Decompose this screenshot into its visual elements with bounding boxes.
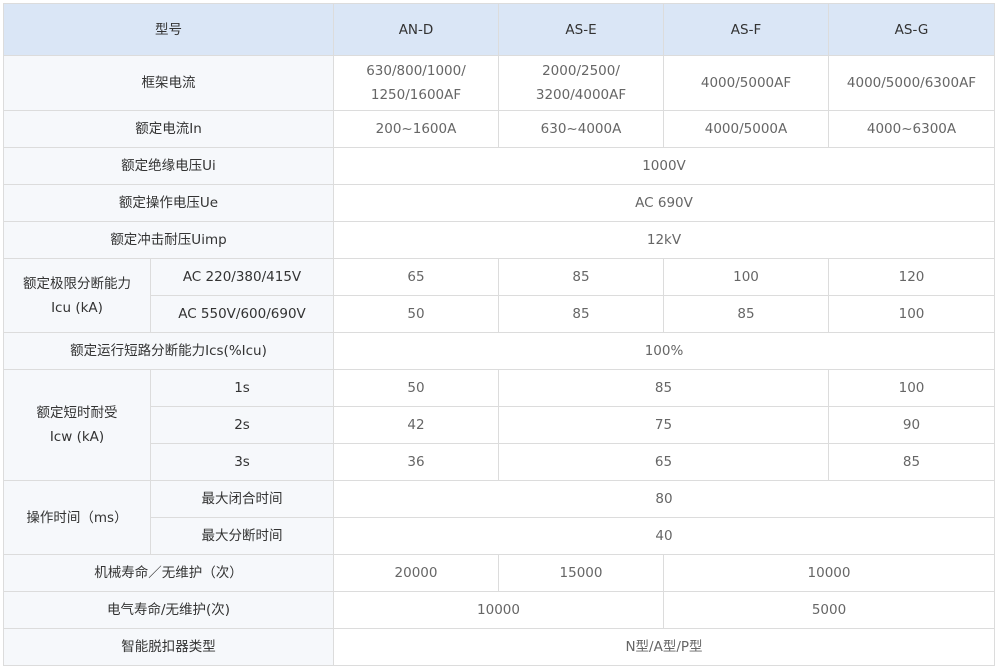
- model-an-d: AN-D: [333, 3, 499, 56]
- cell: AC 690V: [333, 184, 995, 222]
- table-row: 电气寿命/无维护(次) 10000 5000: [3, 591, 995, 629]
- table-row: 额定极限分断能力 Icu (kA) AC 220/380/415V 65 85 …: [3, 258, 995, 333]
- sub-label: 最大分断时间: [150, 517, 334, 555]
- header-row: 型号 AN-D AS-E AS-F AS-G: [3, 3, 995, 56]
- cell: 65: [498, 443, 829, 481]
- sub-label: 2s: [150, 406, 334, 444]
- table-row: 额定冲击耐压Uimp 12kV: [3, 221, 995, 259]
- cell: 630~4000A: [498, 110, 664, 148]
- table-row: 额定运行短路分断能力Ics(%Icu) 100%: [3, 332, 995, 370]
- model-as-g: AS-G: [828, 3, 995, 56]
- row-label: 额定短时耐受 Icw (kA): [3, 369, 151, 481]
- table-row: 2s 42 75 90: [4, 406, 995, 444]
- table-row: 额定绝缘电压Ui 1000V: [3, 147, 995, 185]
- cell: 100: [663, 258, 829, 296]
- cell: 630/800/1000/ 1250/1600AF: [333, 55, 499, 111]
- sub-label: 3s: [150, 443, 334, 481]
- row-label: 操作时间（ms）: [3, 480, 151, 555]
- row-label: 电气寿命/无维护(次): [3, 591, 334, 629]
- spec-table: 型号 AN-D AS-E AS-F AS-G 框架电流 630/800/1000…: [3, 3, 995, 666]
- cell: 2000/2500/ 3200/4000AF: [498, 55, 664, 111]
- sub-label: AC 550V/600/690V: [150, 295, 334, 333]
- cell: 4000/5000/6300AF: [828, 55, 995, 111]
- cell: 85: [498, 369, 829, 407]
- cell: 15000: [498, 554, 664, 592]
- cell: 65: [333, 258, 499, 296]
- row-label: 智能脱扣器类型: [3, 628, 334, 666]
- cell: 120: [828, 258, 995, 296]
- cell: 12kV: [333, 221, 995, 259]
- row-label: 额定电流In: [3, 110, 334, 148]
- cell: 36: [333, 443, 499, 481]
- cell: 4000~6300A: [828, 110, 995, 148]
- cell: 85: [498, 295, 664, 333]
- model-as-f: AS-F: [663, 3, 829, 56]
- cell: 20000: [333, 554, 499, 592]
- table-row: 机械寿命／无维护（次） 20000 15000 10000: [3, 554, 995, 592]
- table-row: 最大分断时间 40: [4, 517, 995, 555]
- cell: 4000/5000AF: [663, 55, 829, 111]
- cell: 100: [828, 369, 995, 407]
- cell: 40: [333, 517, 995, 555]
- cell: 85: [663, 295, 829, 333]
- row-label: 额定冲击耐压Uimp: [3, 221, 334, 259]
- cell: 100: [828, 295, 995, 333]
- cell: 80: [333, 480, 995, 518]
- row-label: 额定操作电压Ue: [3, 184, 334, 222]
- cell: 1000V: [333, 147, 995, 185]
- cell: 100%: [333, 332, 995, 370]
- header-label: 型号: [3, 3, 334, 56]
- cell: 4000/5000A: [663, 110, 829, 148]
- row-label: 框架电流: [3, 55, 334, 111]
- row-label: 机械寿命／无维护（次）: [3, 554, 334, 592]
- cell: 5000: [663, 591, 995, 629]
- cell: 200~1600A: [333, 110, 499, 148]
- row-label: 额定绝缘电压Ui: [3, 147, 334, 185]
- cell: 75: [498, 406, 829, 444]
- table-row: 3s 36 65 85: [4, 443, 995, 481]
- cell: 42: [333, 406, 499, 444]
- cell: 50: [333, 295, 499, 333]
- table-row: AC 550V/600/690V 50 85 85 100: [4, 295, 995, 333]
- table-row: 额定操作电压Ue AC 690V: [3, 184, 995, 222]
- cell: 85: [498, 258, 664, 296]
- cell: 90: [828, 406, 995, 444]
- cell: 85: [828, 443, 995, 481]
- cell: N型/A型/P型: [333, 628, 995, 666]
- sub-label: 最大闭合时间: [150, 480, 334, 518]
- row-label: 额定运行短路分断能力Ics(%Icu): [3, 332, 334, 370]
- model-as-e: AS-E: [498, 3, 664, 56]
- table-row: 框架电流 630/800/1000/ 1250/1600AF 2000/2500…: [3, 55, 995, 111]
- sub-label: 1s: [150, 369, 334, 407]
- table-row: 额定电流In 200~1600A 630~4000A 4000/5000A 40…: [3, 110, 995, 148]
- cell: 50: [333, 369, 499, 407]
- row-label: 额定极限分断能力 Icu (kA): [3, 258, 151, 333]
- sub-label: AC 220/380/415V: [150, 258, 334, 296]
- table-row: 额定短时耐受 Icw (kA) 1s 50 85 100: [3, 369, 995, 481]
- cell: 10000: [663, 554, 995, 592]
- table-row: 操作时间（ms） 最大闭合时间 80: [3, 480, 995, 555]
- table-row: 智能脱扣器类型 N型/A型/P型: [3, 628, 995, 666]
- cell: 10000: [333, 591, 664, 629]
